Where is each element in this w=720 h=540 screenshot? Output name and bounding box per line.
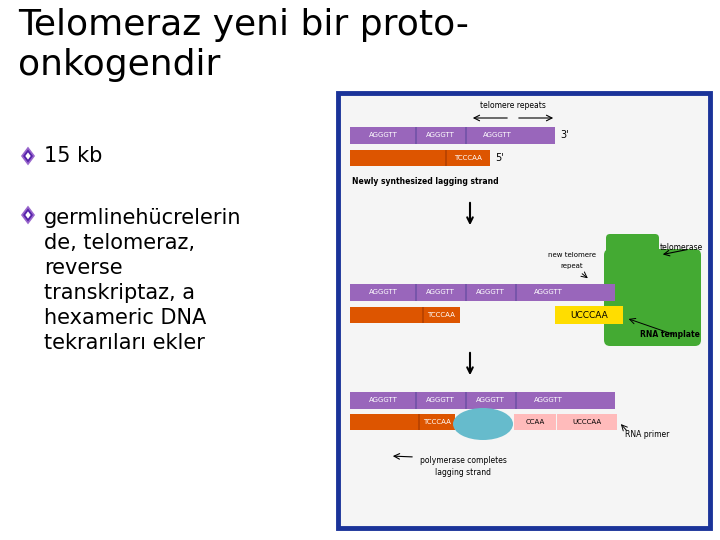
Text: transkriptaz, a: transkriptaz, a — [44, 283, 195, 303]
Bar — [515, 392, 517, 408]
Bar — [350, 284, 615, 300]
Bar — [465, 284, 467, 300]
Bar — [557, 414, 617, 430]
Bar — [465, 392, 467, 408]
Text: AGGGTT: AGGGTT — [534, 397, 562, 403]
Text: AGGGTT: AGGGTT — [476, 289, 505, 295]
Text: Telomeraz yeni bir proto-: Telomeraz yeni bir proto- — [18, 8, 469, 42]
Text: RNA primer: RNA primer — [625, 430, 670, 439]
Bar — [415, 126, 417, 144]
Bar — [350, 414, 455, 430]
Text: AGGGTT: AGGGTT — [534, 289, 562, 295]
FancyBboxPatch shape — [606, 234, 659, 272]
Text: Newly synthesized lagging strand: Newly synthesized lagging strand — [352, 177, 499, 186]
Text: onkogendir: onkogendir — [18, 48, 220, 82]
Bar — [515, 284, 517, 300]
Text: AGGGTT: AGGGTT — [369, 132, 397, 138]
Text: TCCCAA: TCCCAA — [423, 419, 451, 425]
Bar — [350, 126, 555, 144]
Text: telomere repeats: telomere repeats — [480, 101, 546, 110]
Text: AGGGTT: AGGGTT — [476, 397, 505, 403]
Text: 5': 5' — [495, 153, 504, 163]
Text: TCCCAA: TCCCAA — [454, 155, 482, 161]
Polygon shape — [22, 148, 34, 164]
Text: telomerase: telomerase — [660, 243, 703, 252]
Bar — [445, 150, 447, 166]
Text: reverse: reverse — [44, 258, 122, 278]
Bar — [418, 414, 420, 430]
Text: AGGGTT: AGGGTT — [482, 132, 511, 138]
Text: hexameric DNA: hexameric DNA — [44, 308, 206, 328]
Polygon shape — [22, 207, 34, 223]
Text: UCCCAA: UCCCAA — [572, 419, 602, 425]
Text: 15 kb: 15 kb — [44, 146, 102, 166]
Text: AGGGTT: AGGGTT — [426, 132, 454, 138]
Bar — [610, 260, 635, 310]
Bar — [350, 392, 615, 408]
Text: TCCCAA: TCCCAA — [427, 312, 455, 318]
Text: 3': 3' — [560, 130, 569, 140]
Bar — [415, 284, 417, 300]
Text: polymerase completes: polymerase completes — [420, 456, 506, 465]
Bar — [338, 93, 710, 528]
Text: repeat: repeat — [561, 263, 583, 269]
Bar — [514, 414, 556, 430]
Text: new telomere: new telomere — [548, 252, 596, 258]
Bar — [422, 307, 424, 323]
Text: AGGGTT: AGGGTT — [369, 289, 397, 295]
Text: tekrarıları ekler: tekrarıları ekler — [44, 333, 205, 353]
Bar — [350, 150, 490, 166]
Text: CCAA: CCAA — [526, 419, 544, 425]
Text: RNA template: RNA template — [640, 330, 700, 339]
Text: AGGGTT: AGGGTT — [369, 397, 397, 403]
Polygon shape — [25, 211, 31, 219]
Polygon shape — [25, 152, 31, 160]
Text: lagging strand: lagging strand — [435, 468, 491, 477]
Bar — [555, 306, 623, 324]
Text: de, telomeraz,: de, telomeraz, — [44, 233, 195, 253]
Bar — [415, 392, 417, 408]
Bar — [465, 126, 467, 144]
Text: AGGGTT: AGGGTT — [426, 397, 454, 403]
Text: germlinehücrelerin: germlinehücrelerin — [44, 208, 241, 228]
Bar — [350, 307, 460, 323]
Ellipse shape — [453, 408, 513, 440]
FancyBboxPatch shape — [604, 249, 701, 346]
Text: UCCCAA: UCCCAA — [570, 310, 608, 320]
Text: AGGGTT: AGGGTT — [426, 289, 454, 295]
